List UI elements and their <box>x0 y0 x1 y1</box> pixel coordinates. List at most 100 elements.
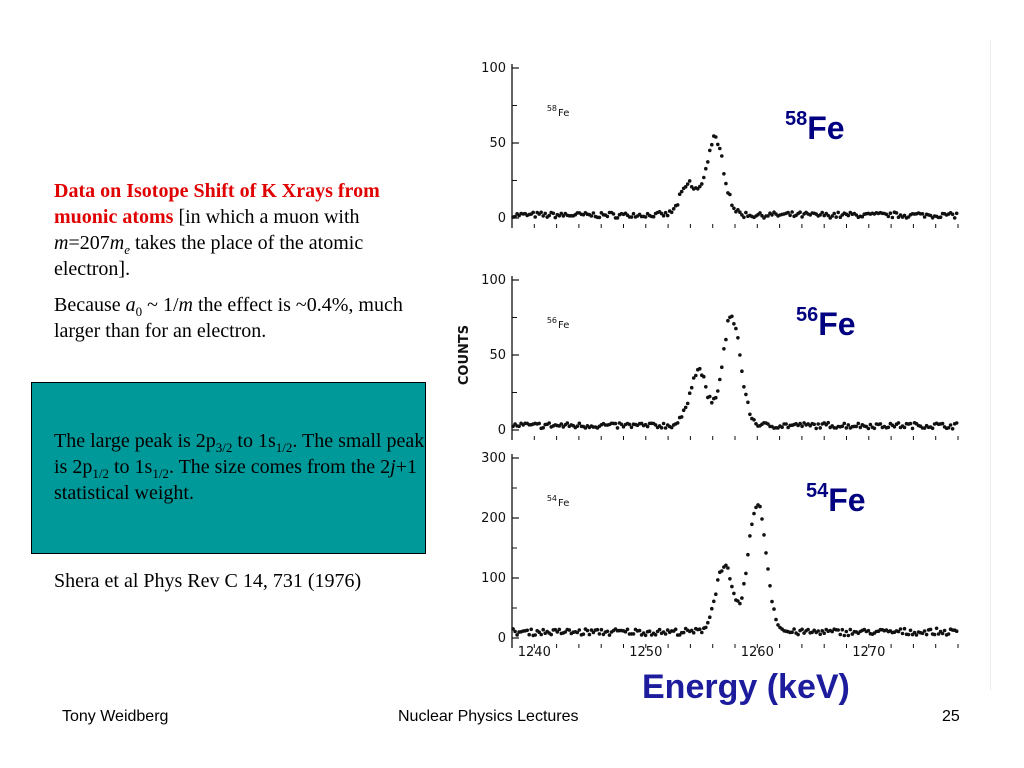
panel1-point-161 <box>834 215 838 219</box>
panel3-point-22 <box>555 630 560 634</box>
panel3-point-214 <box>940 631 945 636</box>
panel3-point-76 <box>663 632 668 636</box>
panel1-point-213 <box>938 215 943 219</box>
panel2-point-82 <box>675 421 680 425</box>
small-peak-sub2: 1/2 <box>152 466 169 481</box>
panel2-point-99 <box>710 400 714 405</box>
label-fe54: 54Fe <box>806 481 866 519</box>
panel2-point-3 <box>517 424 521 429</box>
panel1-point-112 <box>736 208 740 212</box>
panel3-point-155 <box>822 631 826 635</box>
panel3-point-210 <box>932 632 937 637</box>
panel2-point-86 <box>683 405 688 410</box>
panel2-point-214 <box>940 421 945 426</box>
panel2-point-89 <box>689 385 694 390</box>
panel2-point-116 <box>744 392 748 397</box>
intro-paragraph: Data on Isotope Shift of K Xrays from mu… <box>54 178 432 282</box>
mass-symbol: m <box>178 294 193 316</box>
panel3-point-37 <box>585 628 590 633</box>
panel3-point-205 <box>922 629 927 633</box>
panel2-point-187 <box>886 425 891 430</box>
panel3-point-162 <box>836 628 840 632</box>
effect-text: the effect is ~0.4%, much larger than fo… <box>54 294 403 342</box>
panel2-point-13 <box>537 421 541 426</box>
panel3-point-73 <box>657 627 662 632</box>
panel3-point-40 <box>591 630 596 635</box>
panel2-point-33 <box>577 421 582 426</box>
panel1-point-66 <box>643 215 648 219</box>
panel2-point-79 <box>669 425 674 430</box>
panel2-point-190 <box>892 425 897 429</box>
panel2-iso-label: Fe <box>558 320 569 331</box>
bohr-radius-symbol: a <box>125 294 136 316</box>
panel3-point-197 <box>906 632 911 637</box>
panel3-point-192 <box>896 629 901 634</box>
panel1-point-195 <box>902 213 907 218</box>
panel3-point-112 <box>736 599 740 603</box>
panel3-point-132 <box>776 623 780 627</box>
panel1-point-15 <box>541 214 545 218</box>
panel3-point-110 <box>732 591 736 596</box>
panel3-point-101 <box>714 592 718 596</box>
panel1-point-160 <box>832 211 836 216</box>
panel3-iso-mass: 54 <box>547 494 557 503</box>
panel2-point-134 <box>780 425 784 430</box>
panel2-point-32 <box>575 424 580 429</box>
panel2-point-103 <box>718 377 722 382</box>
panel1-point-99 <box>710 142 714 147</box>
panel3-point-120 <box>752 511 756 516</box>
panel3-point-66 <box>643 633 648 638</box>
panel1-point-50 <box>611 212 616 216</box>
panel3-point-11 <box>533 633 537 637</box>
because-text: Because <box>54 294 126 316</box>
panel3-point-147 <box>806 627 810 632</box>
panel3-point-109 <box>730 584 734 589</box>
panel3-point-14 <box>539 632 543 637</box>
panel1-point-167 <box>846 213 851 218</box>
panel1-point-10 <box>531 210 535 215</box>
panel2-point-85 <box>681 408 686 413</box>
large-peak-b: to 1s <box>232 430 276 452</box>
label-fe54-element: Fe <box>828 482 866 518</box>
panel1-point-96 <box>704 166 708 171</box>
panel3-point-107 <box>726 566 730 570</box>
panel2-point-115 <box>742 385 746 389</box>
panel2-point-180 <box>872 426 877 431</box>
panel1-point-101 <box>714 135 718 139</box>
panel3-point-167 <box>846 633 851 638</box>
panel2-point-54 <box>619 422 624 427</box>
panel3-point-1 <box>513 629 517 634</box>
panel2-point-87 <box>685 401 690 406</box>
panel2-point-118 <box>748 412 752 417</box>
panel3-point-32 <box>575 630 580 635</box>
panel3-point-163 <box>838 632 843 637</box>
panel3-point-193 <box>898 627 903 631</box>
panel3-point-38 <box>587 632 592 637</box>
muon-mass-value: =207 <box>68 232 110 254</box>
panel2-point-165 <box>842 421 847 426</box>
panel3-point-28 <box>567 628 572 632</box>
panel2-point-183 <box>878 422 883 426</box>
panel3-point-9 <box>529 627 533 632</box>
panel1-point-76 <box>663 210 668 215</box>
j-symbol: j <box>390 456 396 478</box>
panel3-point-153 <box>818 632 822 637</box>
panel3-xtick-label-2: 1260 <box>741 645 774 660</box>
panel2-point-117 <box>746 400 750 405</box>
panel1-point-188 <box>888 211 893 215</box>
panel1-point-87 <box>685 182 690 186</box>
panel3-point-113 <box>738 601 742 606</box>
panel3-point-139 <box>790 630 794 634</box>
panel1-point-98 <box>708 148 712 153</box>
panel1-point-52 <box>615 216 620 220</box>
panel2-point-102 <box>716 389 720 393</box>
panel3-point-129 <box>770 599 774 604</box>
bohr-radius-subscript: 0 <box>135 304 143 319</box>
panel3-point-124 <box>760 517 764 521</box>
panel1-point-109 <box>730 203 734 208</box>
panel3-point-130 <box>772 607 776 611</box>
panel3-point-169 <box>850 632 855 636</box>
panel2-point-164 <box>840 424 845 429</box>
panel2-point-113 <box>738 353 742 357</box>
panel2-point-98 <box>708 394 712 399</box>
